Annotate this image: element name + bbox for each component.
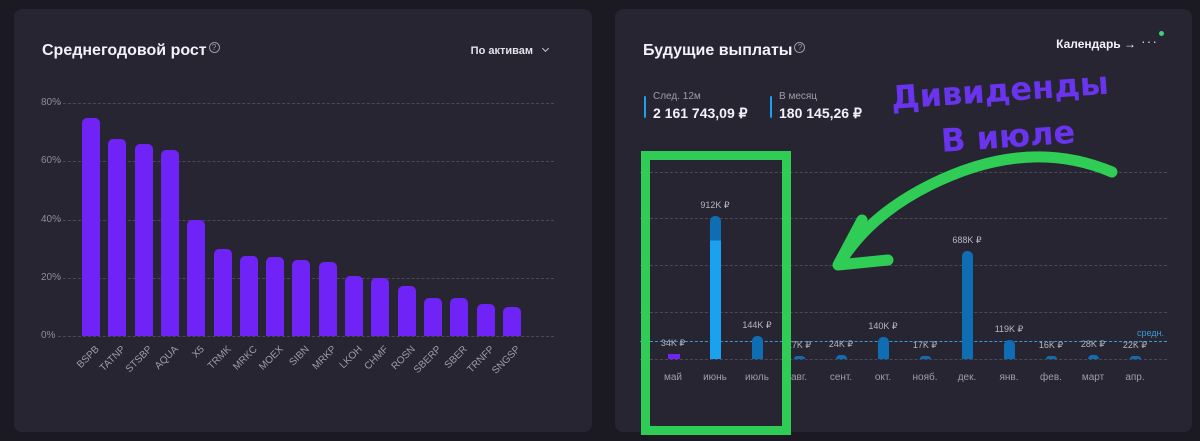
gridline <box>640 312 1167 313</box>
month-label: янв. <box>999 372 1019 383</box>
gridline <box>640 265 1167 266</box>
y-tick-label: 40% <box>41 213 62 225</box>
gridline <box>640 172 1167 173</box>
payout-bar-0[interactable] <box>668 353 680 359</box>
group-by-dropdown[interactable]: По активам <box>471 44 550 57</box>
month-label: март <box>1081 372 1105 383</box>
payout-bar-2[interactable] <box>752 336 763 359</box>
highlight-box <box>641 151 791 435</box>
payout-value-label: 17K ₽ <box>912 340 938 350</box>
future-payouts-title: Будущие выплаты? <box>643 42 806 60</box>
bar-sibn[interactable] <box>292 260 311 336</box>
month-label: нояб. <box>912 372 938 383</box>
bar-lkoh[interactable] <box>345 276 363 336</box>
chevron-down-icon <box>541 44 550 53</box>
bar-sber[interactable] <box>450 298 469 336</box>
calendar-link[interactable]: Календарь → <box>1056 37 1136 51</box>
payout-bar-5[interactable] <box>878 337 889 359</box>
payout-bar-8[interactable] <box>1004 340 1015 359</box>
payout-bar-3[interactable] <box>794 356 805 359</box>
bar-stsbp[interactable] <box>134 143 153 336</box>
payout-value-label: 16K ₽ <box>1038 340 1064 350</box>
payout-value-label: 144K ₽ <box>742 320 772 331</box>
payout-value-label: 119K ₽ <box>994 324 1024 335</box>
bar-mrkc[interactable] <box>239 255 258 336</box>
annual-growth-title: Среднегодовой рост? <box>42 42 220 60</box>
payout-value-label: 24K ₽ <box>828 339 854 350</box>
gridline <box>58 219 554 221</box>
payout-bar-9[interactable] <box>1046 356 1057 359</box>
bar-sberp[interactable] <box>423 298 442 336</box>
help-icon[interactable]: ? <box>208 42 220 53</box>
month-label: авг. <box>790 372 808 383</box>
month-label: окт. <box>874 372 892 383</box>
bar-x5[interactable] <box>187 219 206 336</box>
payout-value-label: 688K ₽ <box>952 235 982 246</box>
gridline <box>58 161 554 163</box>
y-tick-label: 0% <box>41 330 56 341</box>
bar-aqua[interactable] <box>160 149 179 336</box>
more-options-icon[interactable]: ··· <box>1141 33 1158 49</box>
bar-trmk[interactable] <box>213 248 232 336</box>
month-label: май <box>663 372 683 383</box>
bar-rosn[interactable] <box>397 286 416 336</box>
bar-trnfp[interactable] <box>476 303 495 336</box>
payout-value-label: 17K ₽ <box>786 340 812 350</box>
month-label: апр. <box>1125 372 1145 383</box>
help-icon[interactable]: ? <box>794 42 806 53</box>
bar-chmf[interactable] <box>371 277 390 336</box>
payout-value-label: 140K ₽ <box>868 321 898 332</box>
month-label: июнь <box>703 372 727 383</box>
payout-bar-1[interactable] <box>710 216 721 359</box>
annual-growth-panel: Среднегодовой рост? По активам 0% 20% 40% 6… <box>14 9 592 432</box>
month-label: июль <box>745 372 769 383</box>
y-tick-label: 60% <box>41 155 62 167</box>
payout-value-label: 28K ₽ <box>1080 338 1106 349</box>
average-line <box>640 340 1167 342</box>
payout-bar-7[interactable] <box>962 251 973 359</box>
stat-marker <box>770 96 772 118</box>
payout-value-label: 22K ₽ <box>1122 339 1148 350</box>
average-label: средн. <box>1136 327 1164 338</box>
per-month-stat: В месяц 180 145,26 ₽ <box>770 91 862 122</box>
payout-bar-10[interactable] <box>1088 354 1099 359</box>
gridline <box>58 336 554 337</box>
month-label: фев. <box>1040 372 1062 383</box>
gridline <box>640 218 1167 219</box>
gridline <box>640 359 1167 360</box>
payout-bar-4[interactable] <box>836 355 847 359</box>
payout-value-label: 34K ₽ <box>660 337 686 348</box>
month-label: дек. <box>957 372 977 383</box>
notification-dot <box>1159 31 1164 36</box>
gridline <box>58 103 554 104</box>
bar-sngsp[interactable] <box>502 306 521 336</box>
future-payouts-panel: Будущие выплаты? Календарь → ··· След. 1… <box>615 9 1192 432</box>
arrow-icon <box>832 151 1118 271</box>
y-tick-label: 80% <box>41 97 62 108</box>
bar-moex[interactable] <box>266 257 285 336</box>
bar-bspb[interactable] <box>82 117 100 336</box>
payout-bar-11[interactable] <box>1130 355 1141 359</box>
stat-marker <box>644 96 646 118</box>
bar-tatnp[interactable] <box>108 139 127 336</box>
bar-mrkp[interactable] <box>318 261 337 336</box>
next-12m-stat: След. 12м 2 161 743,09 ₽ <box>644 91 748 122</box>
payout-value-label: 912K ₽ <box>700 200 730 210</box>
month-label: сент. <box>829 372 853 383</box>
y-tick-label: 20% <box>41 271 62 283</box>
payout-bar-6[interactable] <box>920 356 931 359</box>
